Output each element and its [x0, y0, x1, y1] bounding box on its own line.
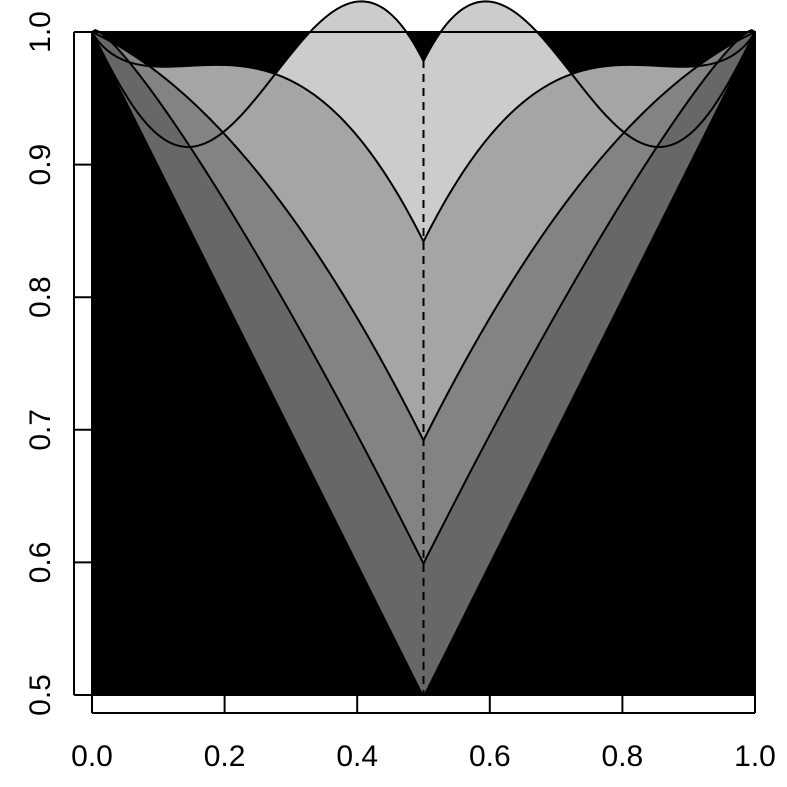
x-tick-label-2: 0.4	[336, 740, 378, 773]
x-tick-label-4: 0.8	[602, 740, 644, 773]
curve-line-2	[91, 31, 756, 244]
y-tick-label-3: 0.8	[24, 276, 57, 318]
x-tick-label-5: 1.0	[734, 740, 776, 773]
x-tick-label-0: 0.0	[71, 740, 113, 773]
y-tick-label-1: 0.6	[24, 542, 57, 584]
band-2	[92, 32, 755, 441]
plot-frame	[91, 31, 756, 696]
x-tick-label-1: 0.2	[204, 740, 246, 773]
y-tick-label-5: 1.0	[24, 11, 57, 53]
curve-line-4	[91, 29, 756, 566]
y-tick-label-4: 0.9	[24, 144, 57, 186]
y-tick-label-2: 0.7	[24, 409, 57, 451]
y-tick-label-0: 0.5	[24, 674, 57, 716]
x-tick-label-3: 0.6	[469, 740, 511, 773]
